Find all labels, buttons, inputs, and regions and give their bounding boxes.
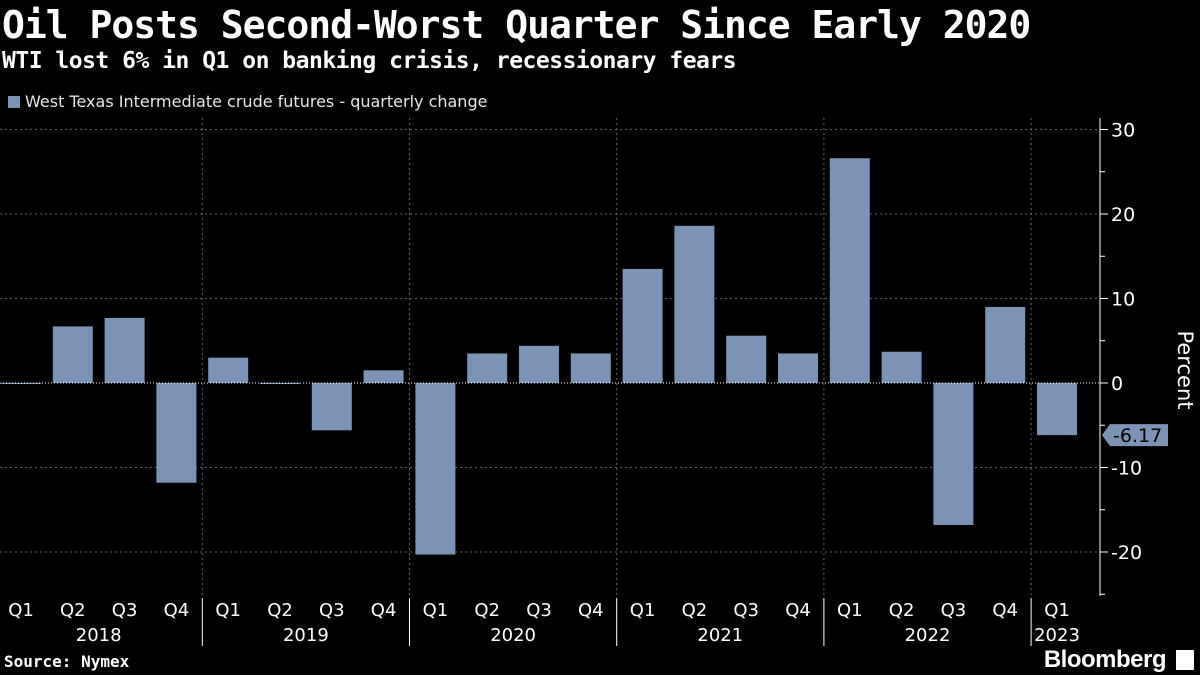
chart-subtitle: WTI lost 6% in Q1 on banking crisis, rec… [2, 48, 737, 74]
legend-swatch [8, 95, 20, 108]
chart-title: Oil Posts Second-Worst Quarter Since Ear… [2, 3, 1031, 47]
bar [52, 326, 93, 383]
x-year-label: 2019 [283, 625, 329, 646]
bar [674, 225, 715, 383]
bar [415, 383, 456, 555]
x-year-label: 2021 [697, 625, 743, 646]
legend: West Texas Intermediate crude futures - … [8, 92, 487, 111]
bar [208, 357, 249, 383]
y-tick-label: 10 [1111, 289, 1135, 311]
bar [363, 370, 404, 383]
bar [726, 335, 767, 383]
bar [311, 383, 352, 431]
bar [985, 306, 1026, 383]
bar [519, 345, 559, 383]
x-tick-label: Q2 [474, 600, 500, 621]
x-tick-label: Q3 [733, 600, 759, 621]
bar [570, 353, 611, 383]
y-tick-label: 30 [1111, 120, 1135, 142]
y-tick-label: 20 [1111, 204, 1135, 226]
x-tick-label: Q4 [992, 600, 1018, 621]
last-value-tag [1102, 424, 1168, 447]
x-tick-label: Q3 [112, 600, 138, 621]
bar [933, 383, 974, 525]
y-axis-title: Percent [1173, 330, 1197, 409]
legend-label: West Texas Intermediate crude futures - … [25, 92, 488, 111]
x-tick-label: Q1 [215, 600, 241, 621]
y-tick-label: -10 [1111, 458, 1142, 480]
x-tick-label: Q2 [60, 600, 86, 621]
x-year-label: 2020 [490, 625, 536, 646]
x-tick-label: Q3 [526, 600, 552, 621]
bloomberg-terminal-icon [1176, 650, 1194, 670]
y-tick-label: -20 [1111, 542, 1142, 564]
x-tick-label: Q4 [164, 600, 190, 621]
x-tick-label: Q2 [889, 600, 915, 621]
source-note: Source: Nymex [4, 652, 130, 671]
x-tick-label: Q1 [423, 600, 449, 621]
bloomberg-logo: Bloomberg [1043, 646, 1167, 673]
x-tick-label: Q1 [630, 600, 656, 621]
y-tick-label: 0 [1111, 373, 1123, 395]
bar [467, 353, 508, 383]
x-year-label: 2023 [1034, 625, 1080, 646]
x-tick-label: Q3 [941, 600, 967, 621]
x-tick-label: Q3 [319, 600, 345, 621]
x-tick-label: Q4 [785, 600, 811, 621]
bar [778, 353, 818, 383]
x-tick-label: Q1 [837, 600, 863, 621]
x-tick-label: Q1 [1044, 600, 1070, 621]
x-tick-label: Q4 [371, 600, 397, 621]
bar [881, 351, 922, 383]
x-year-label: 2022 [905, 625, 951, 646]
bar [829, 158, 870, 383]
bar [1037, 383, 1077, 436]
x-tick-label: Q2 [267, 600, 293, 621]
x-year-label: 2018 [76, 625, 122, 646]
last-value-label: -6.17 [1113, 425, 1162, 447]
bar [622, 268, 663, 383]
x-tick-label: Q2 [682, 600, 708, 621]
bar [104, 317, 145, 383]
x-tick-label: Q1 [8, 600, 34, 621]
bar [156, 383, 197, 483]
x-tick-label: Q4 [578, 600, 604, 621]
